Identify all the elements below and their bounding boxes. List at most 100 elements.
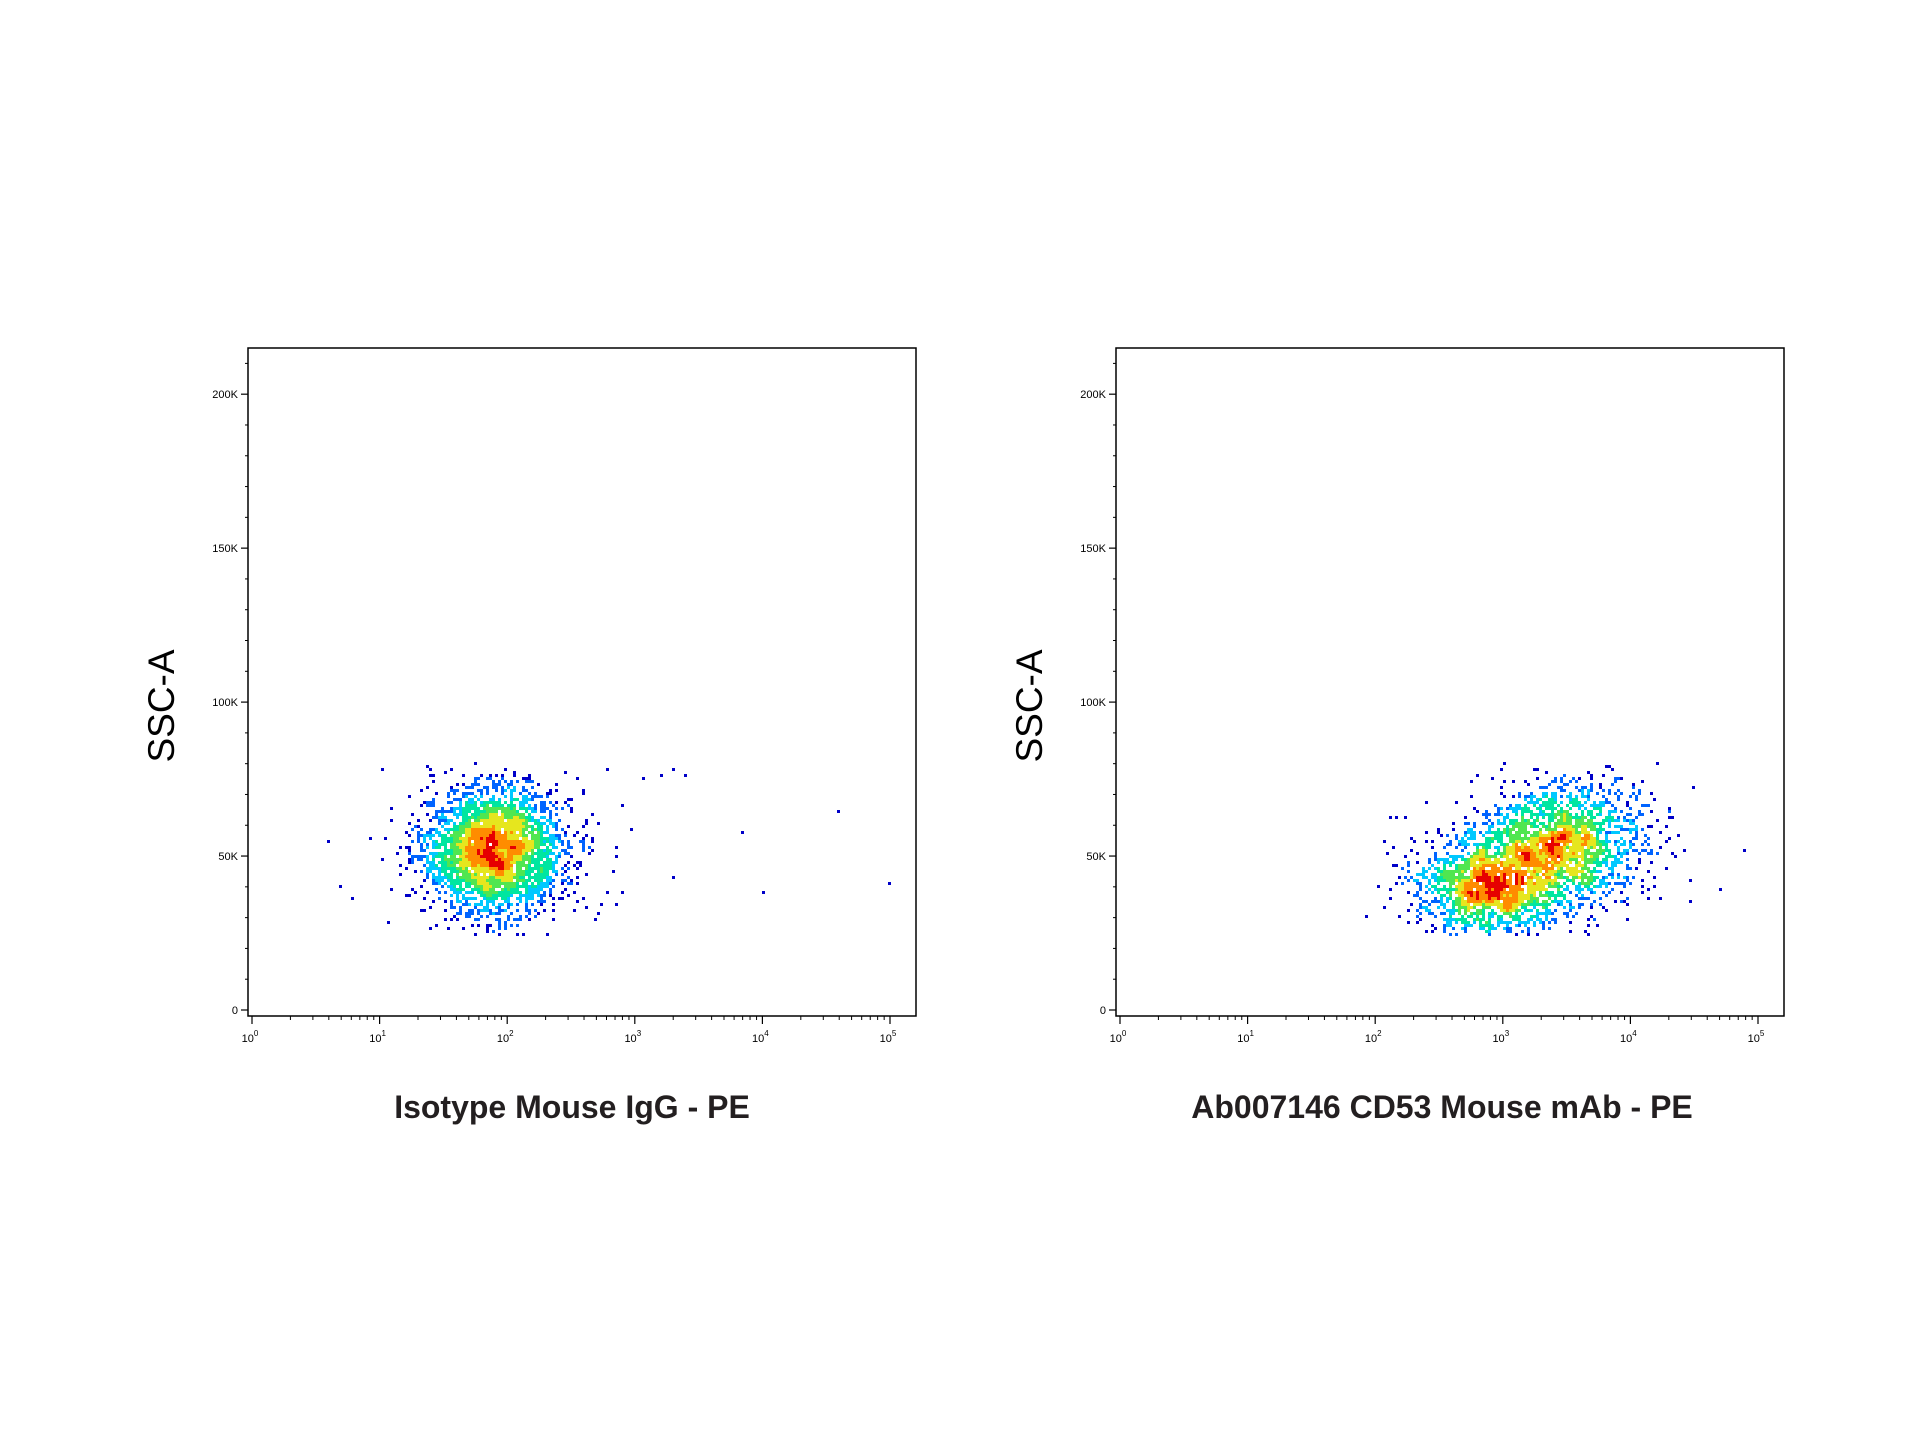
event-dot — [1584, 837, 1587, 840]
event-dot — [495, 897, 498, 900]
event-dot — [1617, 816, 1620, 819]
event-dot — [522, 879, 525, 882]
event-dot — [1494, 870, 1497, 873]
event-dot — [1491, 879, 1494, 882]
event-dot — [414, 825, 417, 828]
event-dot — [1548, 885, 1551, 888]
event-dot — [1626, 867, 1629, 870]
event-dot — [1512, 828, 1515, 831]
event-dot — [462, 855, 465, 858]
event-dot — [501, 807, 504, 810]
event-dot — [486, 828, 489, 831]
event-dot — [1509, 876, 1512, 879]
event-dot — [555, 789, 558, 792]
event-dot — [1587, 792, 1590, 795]
event-dot — [1632, 843, 1635, 846]
event-dot — [459, 900, 462, 903]
event-dot — [1557, 900, 1560, 903]
event-dot — [1566, 885, 1569, 888]
event-dot — [417, 837, 420, 840]
event-dot — [1590, 819, 1593, 822]
event-dot — [426, 870, 429, 873]
event-dot — [498, 807, 501, 810]
event-dot — [519, 894, 522, 897]
event-dot — [1500, 870, 1503, 873]
event-dot — [408, 894, 411, 897]
event-dot — [1545, 792, 1548, 795]
event-dot — [1575, 870, 1578, 873]
event-dot — [327, 840, 330, 843]
event-dot — [1518, 885, 1521, 888]
event-dot — [492, 804, 495, 807]
event-dot — [1497, 849, 1500, 852]
event-dot — [1560, 900, 1563, 903]
event-dot — [504, 858, 507, 861]
event-dot — [486, 822, 489, 825]
event-dot — [411, 855, 414, 858]
event-dot — [1527, 933, 1530, 936]
event-dot — [1656, 819, 1659, 822]
event-dot — [486, 894, 489, 897]
event-dot — [525, 834, 528, 837]
event-dot — [486, 849, 489, 852]
event-dot — [1485, 837, 1488, 840]
event-dot — [1527, 894, 1530, 897]
event-dot — [1407, 891, 1410, 894]
event-dot — [423, 864, 426, 867]
event-dot — [501, 810, 504, 813]
event-dot — [420, 855, 423, 858]
event-dot — [1512, 810, 1515, 813]
event-dot — [516, 867, 519, 870]
event-dot — [1554, 813, 1557, 816]
event-dot — [1620, 861, 1623, 864]
event-dot — [525, 798, 528, 801]
event-dot — [1560, 858, 1563, 861]
event-dot — [1596, 885, 1599, 888]
event-dot — [495, 804, 498, 807]
event-dot — [1578, 855, 1581, 858]
event-dot — [495, 882, 498, 885]
event-dot — [1488, 858, 1491, 861]
event-dot — [1482, 885, 1485, 888]
event-dot — [480, 816, 483, 819]
event-dot — [1599, 903, 1602, 906]
event-dot — [1584, 825, 1587, 828]
event-dot — [1500, 915, 1503, 918]
event-dot — [459, 852, 462, 855]
event-dot — [1596, 864, 1599, 867]
event-dot — [1524, 909, 1527, 912]
x-tick-label: 102 — [497, 1029, 514, 1045]
event-dot — [1425, 885, 1428, 888]
event-dot — [525, 789, 528, 792]
event-dot — [1521, 897, 1524, 900]
event-dot — [1560, 891, 1563, 894]
event-dot — [1593, 801, 1596, 804]
event-dot — [1545, 813, 1548, 816]
event-dot — [1545, 888, 1548, 891]
event-dot — [1542, 813, 1545, 816]
event-dot — [1578, 846, 1581, 849]
event-dot — [1659, 897, 1662, 900]
event-dot — [411, 888, 414, 891]
event-dot — [381, 858, 384, 861]
event-dot — [1554, 873, 1557, 876]
event-dot — [528, 831, 531, 834]
event-dot — [528, 816, 531, 819]
event-dot — [492, 831, 495, 834]
event-dot — [1530, 879, 1533, 882]
event-dot — [1689, 879, 1692, 882]
event-dot — [1485, 900, 1488, 903]
event-dot — [1485, 897, 1488, 900]
event-dot — [1458, 897, 1461, 900]
event-dot — [1560, 810, 1563, 813]
event-dot — [1506, 903, 1509, 906]
event-dot — [1503, 888, 1506, 891]
event-dot — [1563, 897, 1566, 900]
event-dot — [531, 885, 534, 888]
event-dot — [1518, 909, 1521, 912]
event-dot — [570, 855, 573, 858]
event-dot — [543, 900, 546, 903]
event-dot — [1386, 852, 1389, 855]
event-dot — [537, 825, 540, 828]
event-dot — [1530, 813, 1533, 816]
